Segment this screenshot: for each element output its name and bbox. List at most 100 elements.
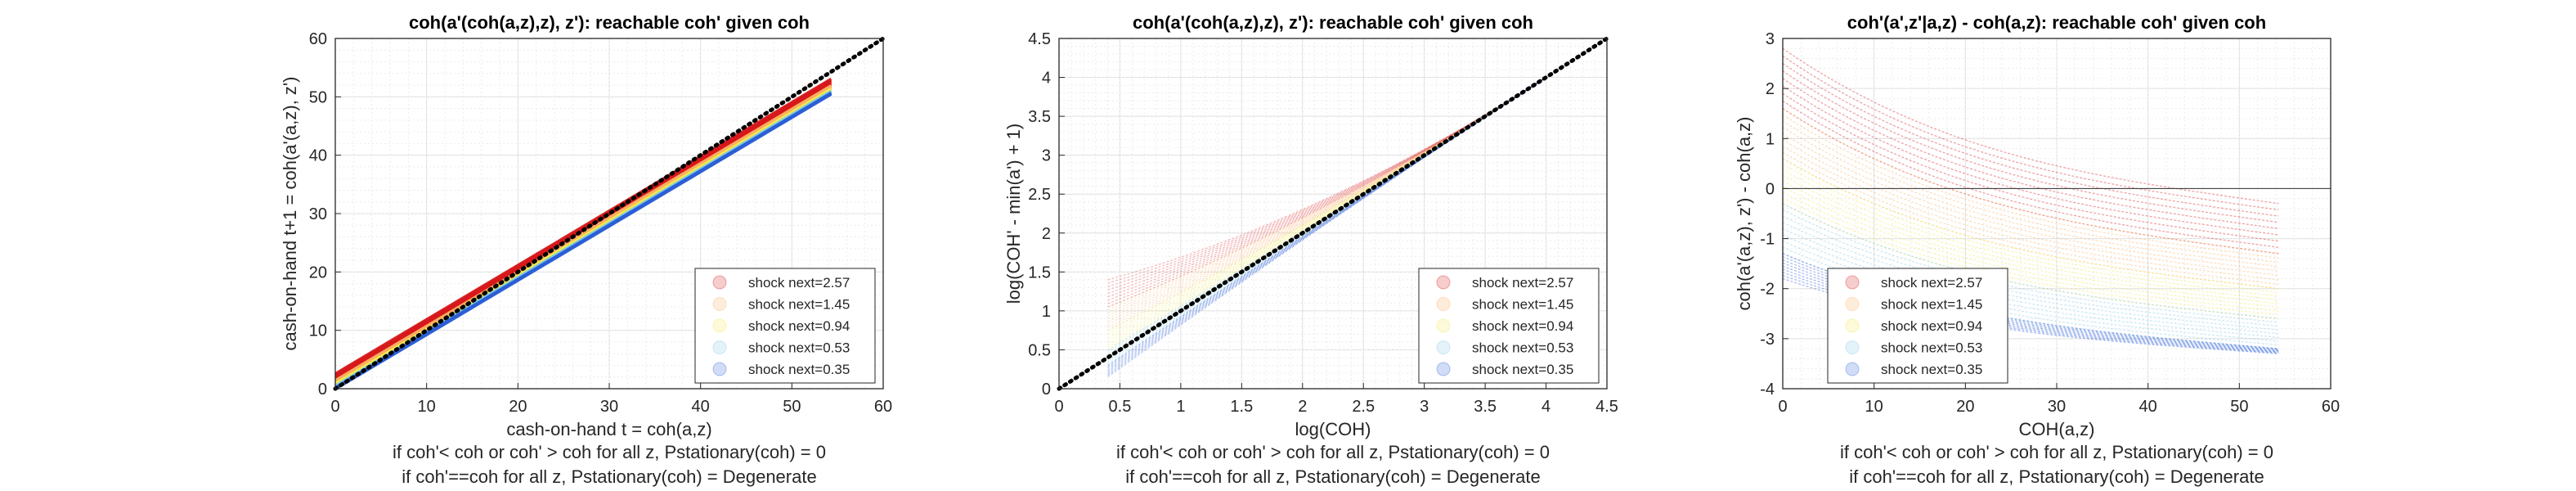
legend-marker	[712, 340, 727, 354]
series-curve	[1107, 77, 1546, 331]
x-axis-label: COH(a,z)	[2019, 419, 2095, 439]
y-tick-label: 3.5	[1028, 108, 1051, 126]
y-tick-label: 0	[1042, 381, 1051, 399]
x-tick-label: 1.5	[1230, 398, 1253, 416]
series-curve	[1107, 77, 1546, 322]
series-curve	[1107, 77, 1546, 304]
legend-label: shock next=0.94	[748, 318, 850, 334]
series-curve	[1782, 191, 2279, 312]
legend-label: shock next=0.94	[1472, 318, 1573, 334]
legend-label: shock next=2.57	[748, 275, 850, 291]
series-curve	[1782, 100, 2279, 248]
series-curve	[1782, 186, 2279, 309]
series-curve	[1782, 85, 2279, 236]
legend-marker	[1436, 318, 1451, 333]
y-tick-label: 20	[309, 264, 327, 282]
legend-label: shock next=1.45	[1472, 297, 1573, 313]
y-tick-label: 2.5	[1028, 186, 1051, 204]
series-curve	[1782, 120, 2279, 264]
x-tick-label: 10	[1865, 398, 1883, 416]
series-curve	[1107, 77, 1546, 341]
y-tick-label: -2	[1760, 281, 1775, 299]
legend-label: shock next=2.57	[1472, 275, 1573, 291]
footnote-line-2: if coh'==coh for all z, Pstationary(coh)…	[1125, 466, 1540, 487]
x-tick-label: 3	[1420, 398, 1429, 416]
x-tick-label: 3.5	[1474, 398, 1497, 416]
legend-marker	[1436, 340, 1451, 354]
y-tick-label: 50	[309, 88, 327, 106]
y-tick-label: 4	[1042, 70, 1051, 88]
legend-label: shock next=0.53	[1472, 340, 1573, 356]
series-curve	[1107, 77, 1546, 364]
series-curve	[1107, 77, 1546, 313]
chart-panel-1: 0 10 20 30 40 50 60 0 10 20 30 40 50 60 coh(a'(coh(a,z…	[280, 12, 892, 487]
chart-title: coh'(a',z'|a,z) - coh(a,z): reachable co…	[1847, 12, 2266, 33]
series-curve	[1782, 63, 2279, 217]
reference-45-line	[333, 36, 886, 391]
x-tick-label: 20	[1956, 398, 1974, 416]
chart-panel-3: 0 10 20 30 40 50 60 -4 -3 -2 -1 0 1 2 3 coh'(a',z'|a,z)…	[1734, 12, 2340, 487]
series-curve	[1782, 70, 2279, 223]
x-tick-label: 0	[330, 398, 339, 416]
series-curve	[1107, 77, 1546, 334]
series-curve	[1782, 145, 2279, 281]
x-tick-label: 60	[874, 398, 892, 416]
y-tick-label: 10	[309, 322, 327, 340]
series-curve	[1782, 151, 2279, 286]
series-curve	[1782, 197, 2279, 316]
chart-title: coh(a'(coh(a,z),z), z'): reachable coh' …	[409, 12, 810, 33]
y-tick-label: 4.5	[1028, 30, 1051, 48]
y-tick-label: 0	[318, 381, 327, 399]
series-curve	[1782, 180, 2279, 304]
legend-marker	[712, 362, 727, 376]
legend-box	[1418, 268, 1600, 384]
legend-box	[694, 268, 876, 384]
footnote-line-1: if coh'< coh or coh' > coh for all z, Ps…	[393, 442, 826, 462]
series-curve	[1782, 246, 2279, 346]
legend: shock next=2.57 shock next=1.45 shock next…	[1827, 268, 2008, 384]
y-axis-label: log(COH' - min(a') + 1)	[1003, 124, 1024, 304]
x-tick-label: 10	[418, 398, 436, 416]
y-tick-label: 30	[309, 205, 327, 223]
series-curve	[1782, 158, 2279, 290]
series-curve	[1107, 77, 1546, 295]
series-curve	[1782, 158, 2279, 290]
series-curve	[1107, 77, 1546, 349]
y-axis-label: coh(a'(a,z), z') - coh(a,z)	[1734, 116, 1754, 310]
y-tick-label: 1	[1766, 130, 1775, 148]
legend-marker	[712, 275, 727, 290]
legend-marker	[1845, 318, 1860, 333]
y-tick-label: 3	[1766, 30, 1775, 48]
legend-label: shock next=1.45	[1881, 297, 1982, 313]
x-tick-label: 0	[1054, 398, 1063, 416]
x-tick-label: 60	[2322, 398, 2340, 416]
series-curve	[1782, 203, 2279, 320]
series-curve	[1782, 234, 2279, 338]
legend-marker	[1436, 362, 1451, 376]
legend-marker	[1845, 297, 1860, 311]
chart-title: coh(a'(coh(a,z),z), z'): reachable coh' …	[1133, 12, 1533, 33]
x-tick-label: 40	[692, 398, 710, 416]
x-tick-label: 30	[2048, 398, 2066, 416]
series-curve	[1107, 77, 1546, 326]
series-curve	[1107, 77, 1546, 284]
x-tick-label: 0.5	[1109, 398, 1132, 416]
footnote-line-2: if coh'==coh for all z, Pstationary(coh)…	[402, 466, 816, 487]
y-tick-label: -3	[1760, 331, 1775, 349]
legend: shock next=2.57 shock next=1.45 shock next…	[1418, 268, 1600, 384]
legend-label: shock next=0.35	[1881, 362, 1982, 377]
x-axis-label: log(COH)	[1295, 419, 1371, 439]
series-curve	[1782, 227, 2279, 335]
axes-box	[1058, 38, 1608, 390]
reference-45-line	[1057, 36, 1609, 391]
series-curve	[1782, 55, 2279, 211]
x-tick-label: 2.5	[1352, 398, 1375, 416]
y-tick-label: 2	[1766, 80, 1775, 98]
footnote-line-1: if coh'< coh or coh' > coh for all z, Ps…	[1116, 442, 1550, 462]
series-group	[1107, 77, 1546, 378]
series-curve	[1782, 169, 2279, 297]
footnote-line-1: if coh'< coh or coh' > coh for all z, Ps…	[1840, 442, 2273, 462]
x-tick-label: 1	[1176, 398, 1185, 416]
x-tick-label: 50	[783, 398, 801, 416]
